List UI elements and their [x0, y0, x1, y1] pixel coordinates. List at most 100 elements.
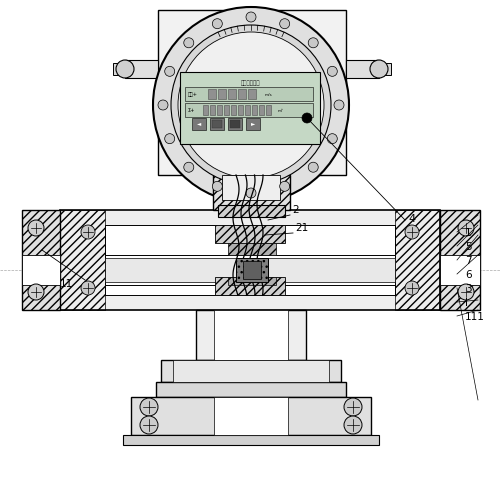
- Circle shape: [212, 18, 222, 28]
- Circle shape: [153, 7, 348, 203]
- Text: I: I: [464, 298, 467, 308]
- Circle shape: [178, 32, 323, 178]
- Bar: [125, 60, 158, 78]
- Bar: [394, 210, 439, 310]
- Bar: [217, 89, 225, 99]
- Circle shape: [404, 225, 418, 239]
- Circle shape: [164, 66, 174, 76]
- Circle shape: [183, 162, 193, 172]
- Circle shape: [245, 12, 256, 22]
- Circle shape: [343, 398, 361, 416]
- Circle shape: [279, 182, 289, 192]
- Bar: [245, 118, 260, 130]
- Bar: [227, 89, 235, 99]
- Bar: [439, 210, 479, 310]
- Bar: [266, 105, 271, 115]
- Bar: [105, 258, 394, 282]
- Circle shape: [279, 18, 289, 28]
- Bar: [105, 225, 394, 295]
- Bar: [259, 105, 264, 115]
- Circle shape: [164, 134, 174, 143]
- Text: ◄: ◄: [196, 122, 201, 126]
- Bar: [202, 105, 207, 115]
- Bar: [131, 397, 370, 435]
- Bar: [223, 105, 228, 115]
- Bar: [221, 175, 280, 200]
- Circle shape: [343, 416, 361, 434]
- Circle shape: [457, 220, 473, 236]
- Bar: [252, 105, 257, 115]
- Bar: [180, 72, 319, 144]
- Text: 7: 7: [464, 256, 470, 266]
- Text: 111: 111: [464, 312, 484, 322]
- Text: m³: m³: [278, 109, 283, 113]
- Bar: [123, 435, 378, 445]
- Bar: [60, 210, 439, 310]
- Circle shape: [140, 398, 158, 416]
- Text: 5: 5: [464, 242, 470, 252]
- Circle shape: [212, 182, 222, 192]
- Bar: [173, 360, 328, 382]
- Text: 6: 6: [464, 270, 470, 280]
- Bar: [235, 258, 268, 282]
- Text: 1: 1: [464, 228, 470, 238]
- Circle shape: [369, 60, 387, 78]
- Bar: [105, 255, 394, 285]
- Bar: [158, 10, 345, 175]
- Bar: [439, 255, 479, 285]
- Circle shape: [171, 25, 330, 185]
- Circle shape: [327, 134, 337, 143]
- Bar: [213, 310, 288, 360]
- Bar: [191, 118, 205, 130]
- Circle shape: [81, 225, 95, 239]
- Bar: [217, 205, 285, 217]
- Bar: [185, 103, 313, 117]
- Text: 瞬率+: 瞬率+: [188, 92, 197, 97]
- Bar: [161, 360, 340, 382]
- Circle shape: [140, 416, 158, 434]
- Circle shape: [308, 162, 318, 172]
- Text: 流量显示仪表: 流量显示仪表: [241, 80, 260, 86]
- Circle shape: [158, 100, 168, 110]
- Bar: [216, 105, 221, 115]
- Bar: [227, 118, 241, 130]
- Circle shape: [28, 284, 44, 300]
- Bar: [214, 225, 285, 243]
- Circle shape: [28, 220, 44, 236]
- Bar: [212, 175, 290, 210]
- Circle shape: [302, 113, 312, 123]
- Text: 3: 3: [464, 284, 470, 294]
- Circle shape: [404, 281, 418, 295]
- Circle shape: [457, 284, 473, 300]
- Circle shape: [183, 38, 193, 48]
- Bar: [242, 261, 261, 279]
- Bar: [209, 118, 223, 130]
- Bar: [376, 63, 390, 75]
- Circle shape: [327, 66, 337, 76]
- Circle shape: [333, 100, 343, 110]
- Bar: [209, 105, 214, 115]
- Bar: [156, 382, 345, 397]
- Bar: [185, 87, 313, 101]
- Circle shape: [308, 38, 318, 48]
- Bar: [237, 105, 242, 115]
- Bar: [229, 120, 239, 128]
- Bar: [207, 89, 215, 99]
- Bar: [227, 243, 276, 255]
- Text: 4: 4: [407, 214, 414, 224]
- Text: 2: 2: [292, 205, 298, 215]
- Text: Σ+: Σ+: [188, 108, 195, 113]
- Text: ►: ►: [250, 122, 255, 126]
- Bar: [244, 105, 249, 115]
- Bar: [195, 310, 306, 360]
- Circle shape: [81, 281, 95, 295]
- Bar: [22, 255, 60, 285]
- Bar: [230, 105, 235, 115]
- Bar: [113, 63, 127, 75]
- Bar: [60, 210, 105, 310]
- Bar: [211, 120, 221, 128]
- Circle shape: [245, 188, 256, 198]
- Bar: [22, 210, 60, 310]
- Bar: [214, 277, 285, 295]
- Text: 11: 11: [60, 279, 73, 289]
